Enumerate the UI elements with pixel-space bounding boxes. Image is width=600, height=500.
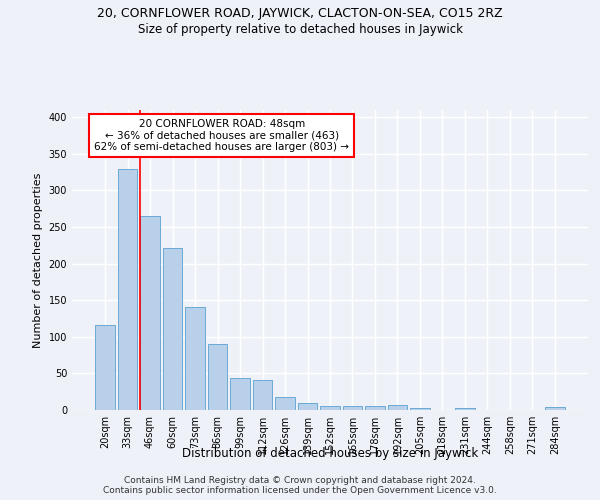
Bar xyxy=(388,405,407,410)
Bar xyxy=(545,407,565,410)
Bar xyxy=(253,380,272,410)
Bar xyxy=(163,248,182,410)
Bar xyxy=(365,406,385,410)
Text: Distribution of detached houses by size in Jaywick: Distribution of detached houses by size … xyxy=(182,448,478,460)
Bar xyxy=(410,408,430,410)
Bar xyxy=(140,216,160,410)
Bar xyxy=(118,168,137,410)
Bar xyxy=(343,406,362,410)
Bar xyxy=(230,378,250,410)
Bar xyxy=(320,406,340,410)
Text: Size of property relative to detached houses in Jaywick: Size of property relative to detached ho… xyxy=(137,22,463,36)
Text: 20, CORNFLOWER ROAD, JAYWICK, CLACTON-ON-SEA, CO15 2RZ: 20, CORNFLOWER ROAD, JAYWICK, CLACTON-ON… xyxy=(97,8,503,20)
Bar xyxy=(455,408,475,410)
Bar xyxy=(208,344,227,410)
Bar xyxy=(185,307,205,410)
Y-axis label: Number of detached properties: Number of detached properties xyxy=(33,172,43,348)
Bar xyxy=(275,397,295,410)
Bar xyxy=(95,325,115,410)
Text: Contains HM Land Registry data © Crown copyright and database right 2024.
Contai: Contains HM Land Registry data © Crown c… xyxy=(103,476,497,495)
Text: 20 CORNFLOWER ROAD: 48sqm
← 36% of detached houses are smaller (463)
62% of semi: 20 CORNFLOWER ROAD: 48sqm ← 36% of detac… xyxy=(94,119,349,152)
Bar xyxy=(298,404,317,410)
